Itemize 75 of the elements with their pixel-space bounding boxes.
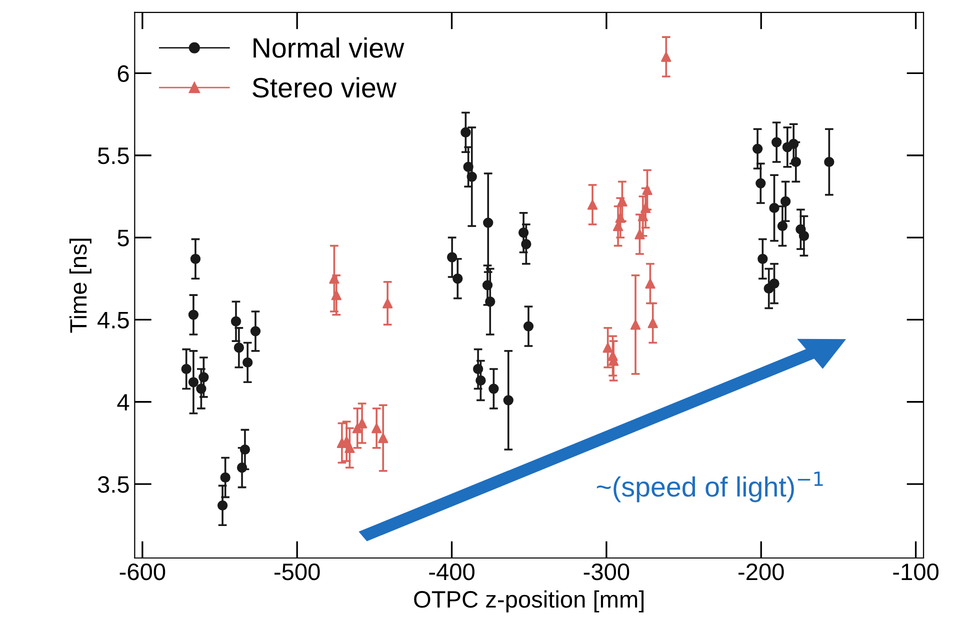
point bbox=[331, 290, 342, 300]
point bbox=[196, 384, 206, 394]
legend-label: Normal view bbox=[254, 37, 404, 58]
point bbox=[642, 184, 652, 195]
point bbox=[463, 162, 474, 172]
y-tick-label: 5.5 bbox=[98, 148, 129, 164]
point bbox=[382, 298, 393, 308]
y-tick-label: 4.5 bbox=[98, 312, 129, 328]
point bbox=[329, 274, 340, 284]
annotation: ~(speed of light)$^{−1}$ bbox=[596, 472, 823, 502]
point bbox=[220, 472, 230, 483]
x-tick-label: -600 bbox=[120, 563, 166, 580]
point bbox=[234, 342, 244, 353]
x-tick-label: -200 bbox=[738, 563, 784, 580]
y-tick-label: 6 bbox=[118, 65, 129, 82]
x-axis-title: OTPC z-position [mm] bbox=[414, 590, 644, 612]
point bbox=[240, 444, 250, 455]
point bbox=[648, 318, 658, 328]
point bbox=[344, 442, 355, 453]
point bbox=[188, 310, 199, 320]
point bbox=[198, 372, 209, 382]
point bbox=[617, 196, 628, 206]
point bbox=[483, 218, 494, 228]
point bbox=[476, 375, 486, 386]
y-tick-label: 3.5 bbox=[98, 476, 129, 493]
y-tick-label: 5 bbox=[118, 230, 129, 246]
point bbox=[824, 156, 834, 168]
point bbox=[181, 364, 192, 374]
point bbox=[488, 384, 499, 394]
point bbox=[752, 144, 763, 154]
point bbox=[217, 500, 228, 510]
point bbox=[523, 321, 534, 332]
point bbox=[372, 423, 382, 434]
point bbox=[190, 254, 201, 264]
point bbox=[188, 377, 199, 388]
point bbox=[503, 395, 514, 406]
legend-label: Stereo view bbox=[252, 77, 397, 98]
point bbox=[485, 296, 496, 307]
point bbox=[615, 212, 626, 223]
point bbox=[230, 316, 242, 326]
point bbox=[521, 239, 532, 250]
point bbox=[640, 202, 651, 214]
point bbox=[482, 280, 493, 290]
point bbox=[587, 200, 598, 210]
y-axis-title: Time [ns] bbox=[69, 238, 92, 333]
x-tick-label: -400 bbox=[429, 563, 474, 580]
point bbox=[250, 326, 261, 336]
x-tick-label: -300 bbox=[584, 563, 630, 580]
point bbox=[788, 138, 799, 149]
x-tick-label: -100 bbox=[893, 563, 938, 580]
point bbox=[780, 196, 791, 206]
point bbox=[661, 52, 672, 62]
x-tick-label: -500 bbox=[274, 563, 320, 580]
point bbox=[769, 278, 780, 289]
point bbox=[466, 172, 477, 182]
point bbox=[378, 432, 388, 444]
point bbox=[236, 462, 248, 473]
point bbox=[769, 202, 780, 214]
point bbox=[472, 364, 484, 374]
point bbox=[452, 274, 463, 284]
point bbox=[634, 229, 645, 240]
point bbox=[630, 320, 641, 330]
point bbox=[602, 342, 613, 353]
point bbox=[446, 252, 458, 262]
point bbox=[645, 278, 656, 289]
point bbox=[798, 230, 810, 241]
point bbox=[771, 137, 782, 148]
y-tick-label: 4 bbox=[117, 394, 130, 410]
point bbox=[242, 357, 253, 368]
point bbox=[518, 228, 529, 238]
point bbox=[777, 220, 788, 232]
point bbox=[460, 127, 471, 138]
point bbox=[756, 178, 766, 188]
point bbox=[790, 156, 801, 168]
point bbox=[758, 254, 768, 264]
